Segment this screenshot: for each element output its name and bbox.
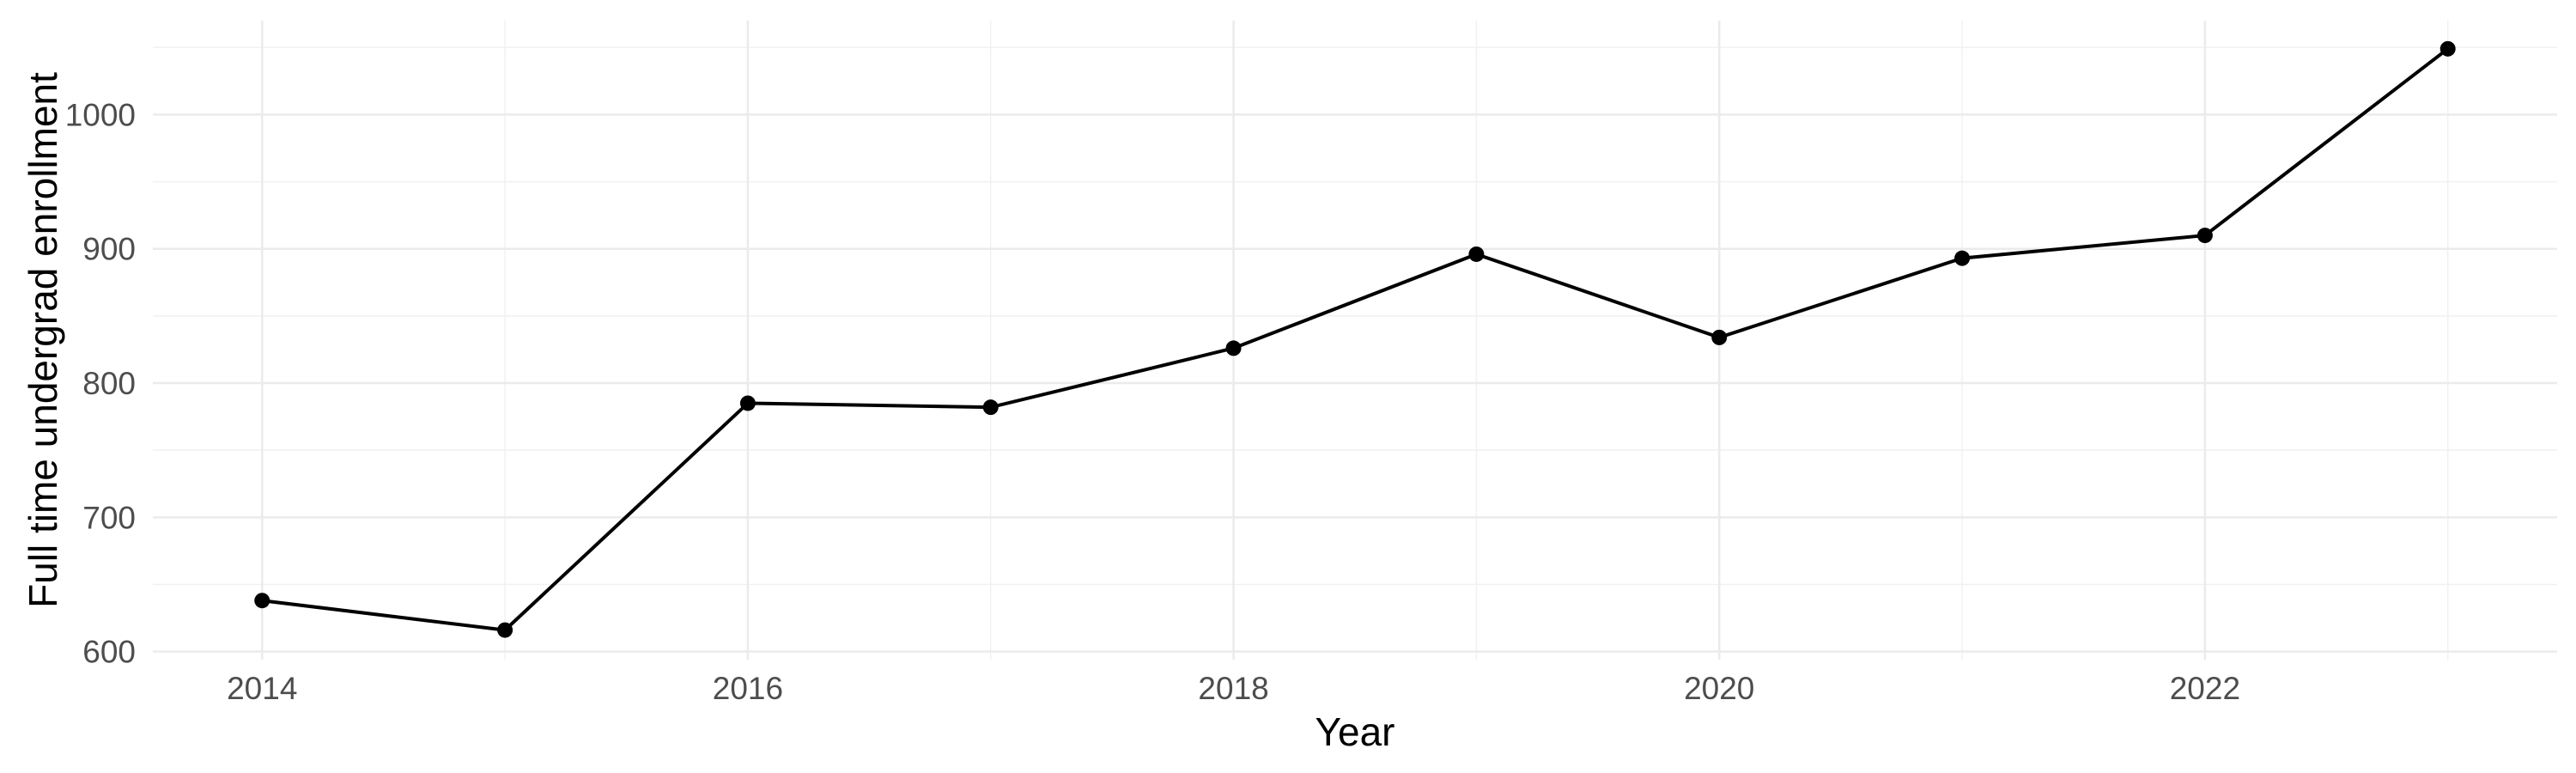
y-axis-title: Full time undergrad enrollment <box>21 72 65 608</box>
data-point-2019 <box>1468 246 1485 262</box>
y-tick-label: 900 <box>82 232 136 267</box>
data-point-2017 <box>982 399 999 416</box>
data-point-2022 <box>2196 228 2213 244</box>
data-point-2014 <box>254 593 270 609</box>
y-tick-label: 800 <box>82 366 136 401</box>
data-point-2015 <box>497 622 513 638</box>
x-tick-label: 2014 <box>227 671 297 706</box>
data-point-2018 <box>1225 340 1242 356</box>
data-point-2020 <box>1711 329 1728 345</box>
data-point-2021 <box>1954 250 1971 266</box>
x-tick-label: 2018 <box>1198 671 1268 706</box>
data-point-2016 <box>739 395 756 411</box>
y-tick-label: 700 <box>82 500 136 535</box>
y-tick-label: 1000 <box>65 97 136 132</box>
x-tick-label: 2016 <box>713 671 783 706</box>
x-tick-label: 2022 <box>2170 671 2240 706</box>
trend-line <box>262 47 2449 632</box>
x-axis-title: Year <box>1315 709 1395 754</box>
data-point-2023 <box>2439 40 2456 57</box>
y-tick-label: 600 <box>82 635 136 670</box>
x-tick-label: 2020 <box>1684 671 1754 706</box>
